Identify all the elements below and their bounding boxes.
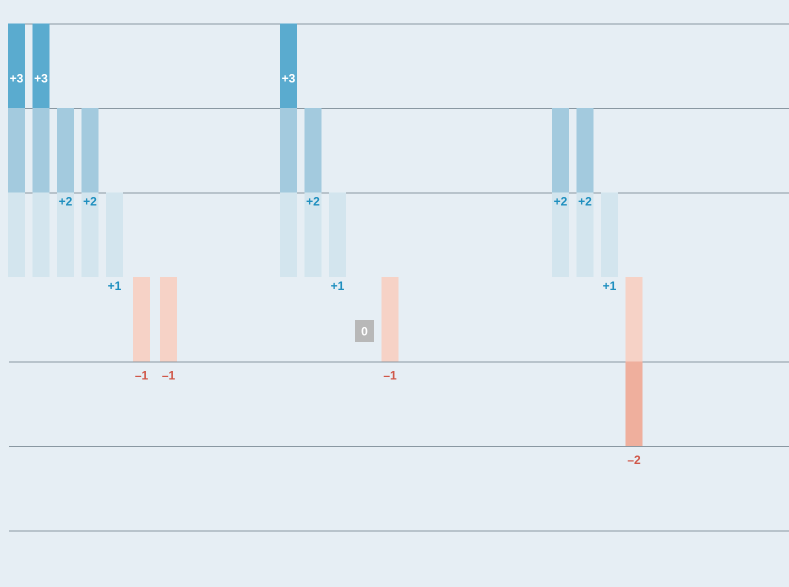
bar-4	[81, 108, 99, 277]
data-label: –1	[135, 369, 149, 383]
bars	[8, 23, 643, 446]
data-label: +1	[108, 279, 122, 293]
data-label: +2	[59, 195, 73, 209]
bar-3	[57, 108, 74, 277]
bar-segment	[8, 192, 25, 277]
bar-segment	[280, 108, 297, 193]
bar-segment	[576, 108, 594, 193]
bar-segment	[8, 23, 25, 108]
bar-13	[552, 108, 569, 277]
bar-undefined	[625, 277, 643, 446]
data-label: +1	[331, 279, 345, 293]
bar-segment	[81, 192, 99, 277]
bar-14	[576, 108, 594, 277]
zero-label-box	[355, 320, 374, 342]
bar-segment	[57, 108, 74, 193]
bar-segment	[32, 108, 50, 193]
bar-8	[280, 23, 297, 277]
data-label: +2	[578, 195, 592, 209]
bar-9	[304, 108, 322, 277]
data-label: +1	[603, 279, 617, 293]
data-label: –1	[162, 369, 176, 383]
data-label: +3	[282, 72, 296, 86]
bar-segment	[160, 277, 177, 362]
bar-5	[106, 192, 123, 277]
bar-segment	[552, 108, 569, 193]
bar-segment	[304, 108, 322, 193]
bar-segment	[576, 192, 594, 277]
bar-2	[32, 23, 50, 277]
bar-12	[381, 277, 399, 362]
data-label: +2	[83, 195, 97, 209]
bar-7	[160, 277, 177, 362]
data-label: –2	[627, 453, 641, 467]
gridlines	[9, 23, 789, 532]
data-label: +3	[34, 72, 48, 86]
data-label: +3	[10, 72, 24, 86]
bar-segment	[280, 192, 297, 277]
bar-segment	[57, 192, 74, 277]
data-labels: +3 +3 +2 +2 +1 –1 –1 +3 +2 +1 0 –1 +2 +2 +1 –2	[10, 72, 641, 468]
bar-segment	[32, 23, 50, 108]
bar-segment	[625, 277, 643, 362]
bar-segment	[601, 192, 618, 277]
bar-segment	[106, 192, 123, 277]
bar-10	[329, 192, 346, 277]
data-label: +2	[554, 195, 568, 209]
bar-segment	[304, 192, 322, 277]
bar-segment	[32, 192, 50, 277]
bar-segment	[280, 23, 297, 108]
bar-segment	[381, 277, 399, 362]
bar-segment	[329, 192, 346, 277]
data-label: –1	[383, 369, 397, 383]
bar-segment	[625, 361, 643, 446]
bar-6	[133, 277, 150, 362]
bar-15	[601, 192, 618, 277]
bar-segment	[81, 108, 99, 193]
bar-segment	[552, 192, 569, 277]
bar-1	[8, 23, 25, 277]
data-label: +2	[306, 195, 320, 209]
data-label: 0	[361, 325, 368, 339]
bar-segment	[8, 108, 25, 193]
bar-segment	[133, 277, 150, 362]
